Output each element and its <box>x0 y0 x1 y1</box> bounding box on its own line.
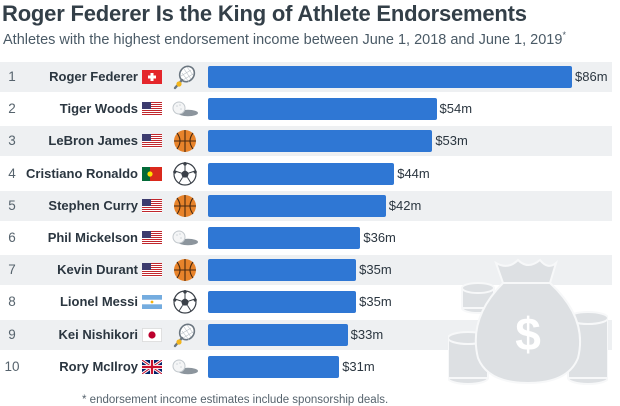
athlete-name-label: Kevin Durant <box>57 262 138 278</box>
bar <box>208 355 340 378</box>
portugal-flag <box>142 166 162 181</box>
rank-label: 6 <box>8 230 16 245</box>
athlete-name-label: Lionel Messi <box>59 294 138 310</box>
athlete-name-label: LeBron James <box>48 133 138 149</box>
subtitle-footnote-mark: * <box>562 30 566 40</box>
athlete-name-label: Cristiano Ronaldo <box>26 165 138 181</box>
data-label: $36m <box>363 230 396 245</box>
soccer-ball-icon <box>170 161 200 187</box>
rank-label: 2 <box>8 101 16 117</box>
bar <box>208 227 361 249</box>
data-label: $54m <box>439 101 473 117</box>
data-label: $35m <box>359 262 392 278</box>
tennis-icon <box>170 322 200 348</box>
tennis-icon <box>170 64 200 90</box>
argentina-flag <box>142 295 162 310</box>
rank-label: 3 <box>8 133 16 149</box>
rank-label: 4 <box>8 165 16 181</box>
athlete-name-label: Kei Nishikori <box>58 326 138 342</box>
rank-label: 7 <box>8 262 16 278</box>
bar <box>208 323 348 346</box>
data-label: $42m <box>388 197 422 213</box>
data-label: $33m <box>350 326 384 342</box>
bar <box>208 66 572 88</box>
bar <box>208 130 433 153</box>
rank-label: 5 <box>8 197 16 213</box>
chart-subtitle: Athletes with the highest endorsement in… <box>3 30 566 48</box>
golf-icon <box>170 96 200 122</box>
chart-title: Roger Federer Is the King of Athlete End… <box>2 1 527 26</box>
uk-flag <box>141 358 163 376</box>
athlete-name-label: Tiger Woods <box>59 101 138 117</box>
bar <box>208 259 357 282</box>
money-bag-illustration: $ <box>448 258 608 385</box>
golf-icon <box>170 354 200 380</box>
basketball-icon <box>170 193 200 219</box>
usa-flag <box>142 134 162 149</box>
basketball-icon <box>170 128 200 154</box>
golf-icon <box>170 225 200 251</box>
usa-flag <box>142 102 162 117</box>
data-label: $31m <box>342 358 375 374</box>
bar <box>208 162 395 185</box>
athlete-name-label: Rory McIlroy <box>59 358 138 374</box>
japan-flag <box>142 327 162 342</box>
usa-flag <box>142 231 162 245</box>
svg-text:$: $ <box>515 308 541 360</box>
rank-label: 9 <box>8 326 16 342</box>
data-label: $53m <box>435 133 468 149</box>
data-label: $86m <box>575 69 608 84</box>
switzerland-flag <box>142 70 162 84</box>
basketball-icon <box>170 257 200 283</box>
usa-flag <box>142 198 162 213</box>
data-label: $35m <box>359 294 392 310</box>
rank-label: 8 <box>8 294 16 310</box>
data-label: $44m <box>397 165 430 181</box>
rank-label: 10 <box>4 358 20 374</box>
rank-label: 1 <box>8 69 16 84</box>
bar <box>208 194 386 217</box>
athlete-name-label: Roger Federer <box>49 69 138 84</box>
subtitle-text: Athletes with the highest endorsement in… <box>3 31 563 48</box>
athlete-name-label: Phil Mickelson <box>47 230 138 245</box>
footnote: * endorsement income estimates include s… <box>82 394 389 406</box>
bar <box>208 98 437 121</box>
usa-flag <box>142 263 162 278</box>
bar <box>208 291 357 314</box>
soccer-ball-icon <box>170 289 200 315</box>
athlete-name-label: Stephen Curry <box>48 197 138 213</box>
